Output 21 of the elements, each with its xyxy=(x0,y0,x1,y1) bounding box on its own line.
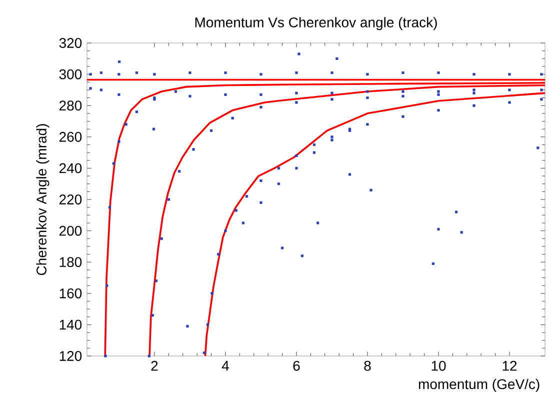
x-tick-label: 12 xyxy=(502,360,517,371)
y-tick-label: 220 xyxy=(59,194,82,204)
y-tick-label: 240 xyxy=(59,163,82,174)
y-tick-label: 160 xyxy=(60,288,82,298)
x-axis-title: momentum (GeV/c) xyxy=(418,378,540,392)
y-tick-label: 120 xyxy=(60,351,82,361)
x-tick-label: 6 xyxy=(293,360,300,371)
chart-title: Momentum Vs Cherenkov angle (track) xyxy=(195,17,437,30)
y-tick-label: 260 xyxy=(59,132,82,142)
y-tick-label: 140 xyxy=(60,320,82,330)
line-series xyxy=(204,92,546,356)
x-tick-label: 8 xyxy=(364,360,371,371)
y-tick-label: 280 xyxy=(59,100,82,111)
x-tick-label: 10 xyxy=(432,360,446,371)
x-tick-label: 4 xyxy=(222,360,229,370)
y-tick-label: 300 xyxy=(59,69,82,80)
y-tick-label: 200 xyxy=(59,226,82,236)
y-tick-label: 320 xyxy=(59,38,82,48)
y-axis-title: Cherenkov Angle (mrad) xyxy=(36,124,50,276)
y-tick-label: 180 xyxy=(60,257,82,268)
x-tick-label: 2 xyxy=(151,360,158,371)
